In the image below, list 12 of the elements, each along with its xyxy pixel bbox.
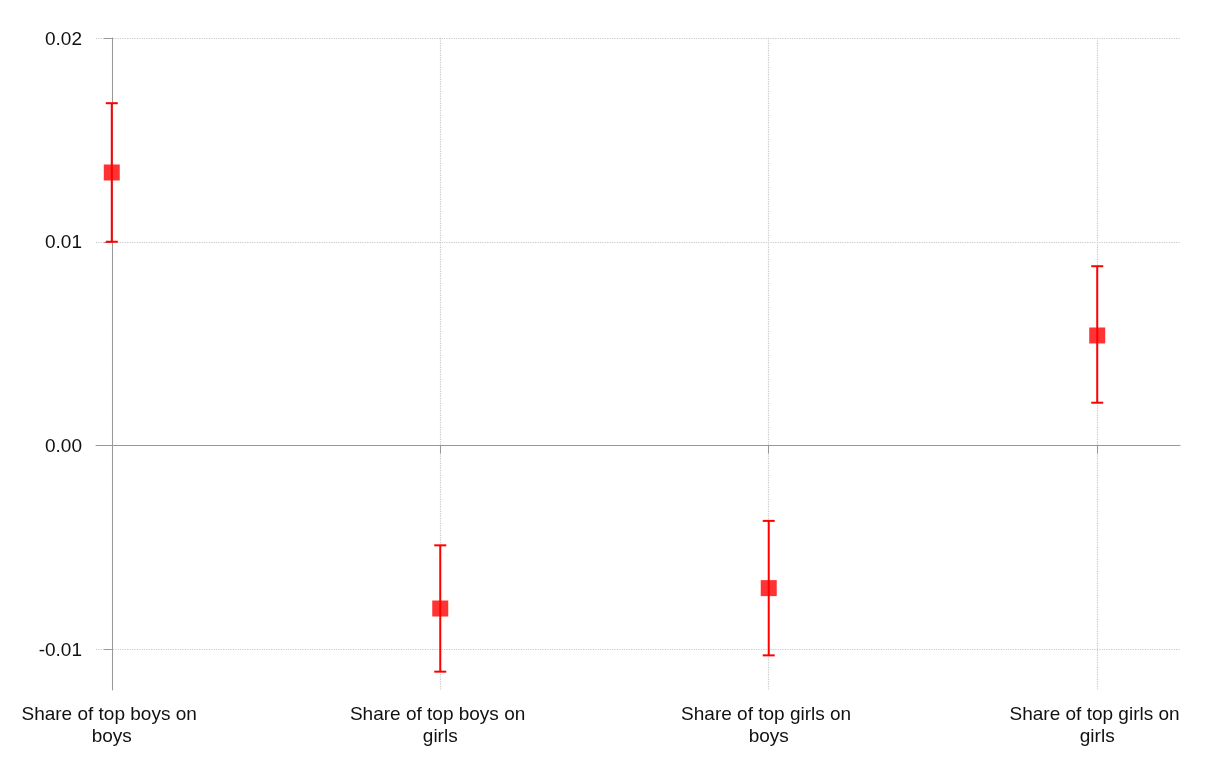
x-tick-label: Share of top boys on girls [349,702,531,746]
point [1089,327,1106,344]
y-tick-label: 0.00 [45,435,82,456]
point [760,580,777,597]
y-tick-label: -0.01 [38,638,82,660]
x-tick-label: Share of top girls on boys [681,702,857,746]
y-tick-label: 0.02 [45,27,82,49]
x-tick-label: Share of top girls on girls [1009,702,1185,746]
point [432,600,449,617]
x-tick-label: Share of top boys on boys [21,702,203,746]
y-tick-label: 0.01 [45,231,82,253]
point [103,164,120,181]
